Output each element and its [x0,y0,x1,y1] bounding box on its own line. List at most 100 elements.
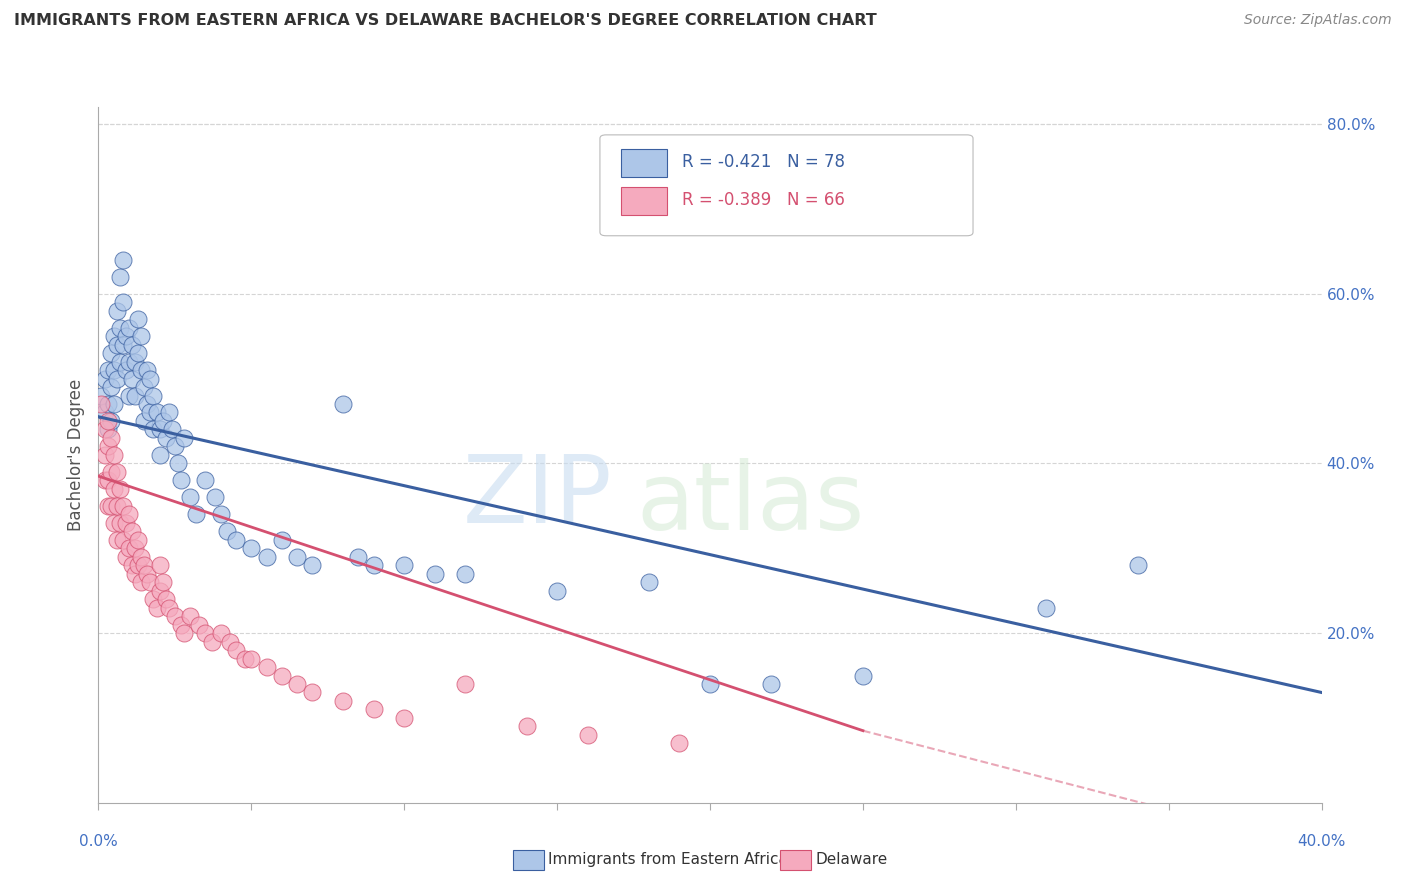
Point [134,558,156,573]
Point [103,329,125,343]
Point [100,431,122,445]
Point [115,363,138,377]
Point [516,719,538,733]
Point [285,677,308,691]
Point [1128,558,1150,573]
Point [121,524,143,539]
Text: ZIP: ZIP [463,450,612,542]
Point [332,694,354,708]
Point [93,422,115,436]
Point [139,575,162,590]
Point [194,626,217,640]
Point [121,558,143,573]
Point [97,363,120,377]
Point [136,397,159,411]
Point [155,431,177,445]
Point [118,320,141,334]
Point [136,566,159,581]
Point [423,566,446,581]
Point [111,337,134,351]
Point [127,312,149,326]
Point [129,549,152,564]
Point [93,371,115,385]
Point [97,499,120,513]
Text: IMMIGRANTS FROM EASTERN AFRICA VS DELAWARE BACHELOR'S DEGREE CORRELATION CHART: IMMIGRANTS FROM EASTERN AFRICA VS DELAWA… [14,13,877,29]
Point [256,660,278,674]
Point [108,320,131,334]
Point [142,592,165,607]
Point [103,397,125,411]
Point [111,499,134,513]
Point [363,702,385,716]
Point [285,549,308,564]
Point [173,626,195,640]
Point [129,575,152,590]
Point [108,269,131,284]
Point [105,499,128,513]
Point [240,651,263,665]
Point [167,457,190,471]
Point [145,600,167,615]
Point [188,617,211,632]
Point [90,388,112,402]
Text: Source: ZipAtlas.com: Source: ZipAtlas.com [1244,13,1392,28]
Point [118,388,141,402]
Point [194,474,217,488]
Point [152,414,174,428]
Point [108,482,131,496]
Point [105,465,128,479]
FancyBboxPatch shape [600,135,973,235]
Point [127,558,149,573]
Point [118,508,141,522]
Point [152,575,174,590]
Point [142,422,165,436]
Point [103,363,125,377]
Point [699,677,721,691]
Point [209,508,232,522]
Point [637,575,661,590]
Point [100,346,122,360]
Point [90,397,112,411]
Point [576,728,599,742]
Point [134,380,156,394]
Point [97,474,120,488]
Point [149,422,172,436]
Point [108,516,131,530]
Point [186,508,208,522]
Point [142,388,165,402]
Point [124,541,146,556]
Point [301,685,323,699]
Point [256,549,278,564]
Point [332,397,354,411]
Point [111,295,134,310]
Point [129,329,152,343]
Point [115,329,138,343]
Point [173,431,195,445]
Text: 0.0%: 0.0% [79,834,118,849]
Bar [620,149,668,177]
Point [124,566,146,581]
Point [105,371,128,385]
Point [139,371,162,385]
Point [200,634,222,648]
Point [546,583,568,598]
Point [108,354,131,368]
Point [105,303,128,318]
Point [111,533,134,547]
Point [127,346,149,360]
Text: R = -0.421   N = 78: R = -0.421 N = 78 [682,153,845,171]
Point [157,405,180,419]
Point [124,388,146,402]
Point [668,736,690,750]
Point [179,491,201,505]
Point [149,448,172,462]
Text: 40.0%: 40.0% [1298,834,1346,849]
Point [127,533,149,547]
Point [233,651,256,665]
Point [105,533,128,547]
Point [149,583,172,598]
Point [155,592,177,607]
Point [204,491,226,505]
Point [97,439,120,453]
Point [121,337,143,351]
